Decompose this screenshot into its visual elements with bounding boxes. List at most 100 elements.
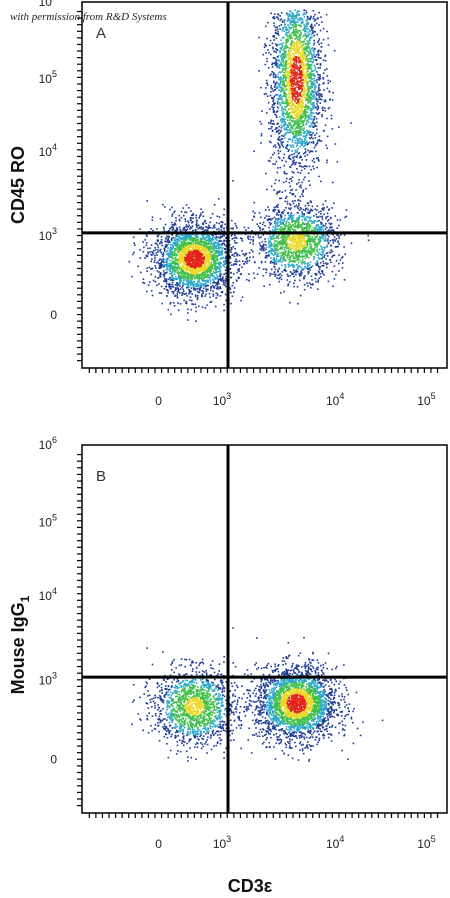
- event-dot: [178, 291, 181, 294]
- event-dot: [215, 287, 218, 290]
- event-dot: [298, 122, 300, 124]
- event-dot: [178, 226, 181, 229]
- event-dot: [322, 38, 325, 41]
- event-dot: [291, 126, 294, 129]
- event-dot: [180, 251, 183, 254]
- event-dot: [183, 244, 186, 246]
- event-dot: [300, 94, 302, 97]
- event-dot: [295, 34, 298, 36]
- event-dot: [314, 69, 317, 71]
- event-dot: [303, 86, 305, 89]
- event-dot: [212, 259, 215, 261]
- event-dot: [285, 160, 287, 163]
- event-dot: [223, 279, 225, 282]
- event-dot: [299, 17, 301, 19]
- event-dot: [283, 21, 286, 24]
- event-dot: [188, 235, 190, 238]
- event-dot: [291, 100, 294, 102]
- event-dot: [308, 54, 310, 56]
- event-dot: [230, 302, 232, 305]
- event-dot: [201, 222, 204, 225]
- event-dot: [217, 286, 219, 289]
- event-dot: [139, 257, 142, 259]
- event-dot: [283, 120, 286, 123]
- event-dot: [305, 95, 307, 98]
- event-dot: [147, 251, 149, 253]
- event-dot: [307, 59, 309, 62]
- event-dot: [311, 36, 313, 38]
- event-dot: [159, 265, 161, 268]
- event-dot: [192, 283, 194, 285]
- event-dot: [273, 13, 276, 15]
- event-dot: [300, 114, 303, 117]
- event-dot: [276, 106, 279, 108]
- event-dot: [303, 47, 305, 50]
- event-dot: [294, 63, 297, 66]
- event-dot: [189, 277, 191, 280]
- event-dot: [179, 278, 182, 280]
- event-dot: [274, 128, 277, 131]
- event-dot: [297, 40, 299, 43]
- event-dot: [311, 86, 314, 89]
- event-dot: [144, 239, 146, 241]
- event-dot: [308, 101, 310, 103]
- event-dot: [173, 260, 175, 263]
- event-dot: [194, 283, 196, 286]
- event-dot: [270, 156, 272, 159]
- event-dot: [275, 87, 278, 89]
- event-dot: [207, 255, 209, 257]
- event-dot: [293, 161, 296, 164]
- event-dot: [191, 278, 193, 281]
- event-dot: [215, 251, 218, 253]
- event-dot: [169, 249, 172, 252]
- event-dot: [288, 35, 291, 37]
- event-dot: [309, 77, 312, 79]
- event-dot: [223, 303, 225, 306]
- event-dot: [327, 44, 330, 46]
- event-dot: [131, 275, 133, 278]
- event-dot: [319, 66, 321, 69]
- event-dot: [313, 91, 315, 93]
- event-dot: [279, 139, 281, 141]
- event-dot: [285, 39, 287, 41]
- event-dot: [296, 64, 298, 67]
- event-dot: [310, 109, 313, 112]
- event-dot: [298, 94, 301, 97]
- event-dot: [185, 269, 188, 271]
- event-dot: [194, 248, 197, 250]
- event-dot: [276, 130, 278, 133]
- event-dot: [184, 271, 186, 274]
- event-dot: [297, 38, 299, 41]
- event-dot: [282, 101, 284, 104]
- event-dot: [310, 112, 312, 115]
- event-dot: [292, 111, 295, 113]
- event-dot: [299, 145, 302, 148]
- event-dot: [292, 91, 294, 94]
- event-dot: [277, 142, 279, 145]
- event-dot: [296, 139, 299, 141]
- event-dot: [199, 287, 201, 290]
- event-dot: [179, 257, 181, 260]
- event-dot: [299, 24, 302, 27]
- event-dot: [206, 270, 208, 273]
- event-dot: [186, 272, 188, 275]
- event-dot: [283, 30, 285, 32]
- event-dot: [312, 17, 315, 20]
- event-dot: [285, 80, 288, 83]
- event-dot: [278, 191, 281, 193]
- event-dot: [175, 249, 178, 251]
- event-dot: [293, 74, 295, 77]
- event-dot: [223, 248, 226, 250]
- event-dot: [298, 83, 300, 86]
- event-dot: [189, 260, 191, 263]
- event-dot: [187, 282, 190, 284]
- event-dot: [304, 165, 307, 167]
- event-dot: [312, 49, 315, 52]
- event-dot: [298, 133, 300, 135]
- event-dot: [193, 249, 195, 252]
- event-dot: [260, 133, 263, 135]
- event-dot: [178, 259, 180, 261]
- event-dot: [193, 287, 195, 290]
- event-dot: [286, 34, 288, 36]
- event-dot: [298, 185, 301, 188]
